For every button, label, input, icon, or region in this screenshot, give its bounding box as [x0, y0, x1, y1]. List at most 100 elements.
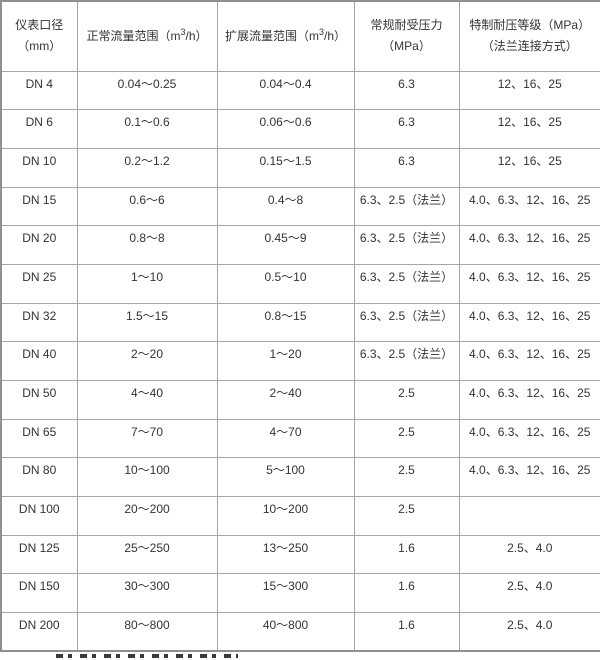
value-cell: 2～20 — [76, 341, 218, 381]
value-cell: 40～800 — [216, 612, 355, 652]
diameter-cell: DN 125 — [0, 534, 78, 575]
value-cell: 4.0、6.3、12、16、25 — [458, 341, 600, 381]
value-cell: 1.6 — [353, 573, 460, 614]
value-cell: 25～250 — [76, 534, 218, 575]
value-cell: 4.0、6.3、12、16、25 — [458, 457, 600, 498]
col-header-standard-pressure: 常规耐受压力（MPa） — [353, 0, 460, 72]
table-row: DN 80 10～100 5～100 2.5 4.0、6.3、12、16、25 — [0, 457, 600, 498]
table-row: DN 150 30～300 15～300 1.6 2.5、4.0 — [0, 573, 600, 614]
diameter-cell: DN 4 — [0, 70, 78, 111]
value-cell: 0.04～0.4 — [216, 70, 355, 111]
value-cell: 80～800 — [76, 612, 218, 652]
table-header: 仪表口径（mm） 正常流量范围（m3/h） 扩展流量范围（m3/h） 常规耐受压… — [0, 0, 600, 72]
value-cell: 1.6 — [353, 612, 460, 652]
value-cell: 0.04～0.25 — [76, 70, 218, 111]
value-cell: 6.3 — [353, 109, 460, 149]
header-text: 正常流量范围（m — [86, 28, 181, 43]
value-cell: 2～40 — [216, 380, 355, 420]
value-cell: 4.0、6.3、12、16、25 — [458, 380, 600, 420]
table-row: DN 20 0.8～8 0.45～9 6.3、2.5（法兰） 4.0、6.3、12、16… — [0, 225, 600, 265]
value-cell: 2.5、4.0 — [458, 612, 600, 652]
table-row: DN 65 7～70 4～70 2.5 4.0、6.3、12、16、25 — [0, 418, 600, 459]
header-row: 仪表口径（mm） 正常流量范围（m3/h） 扩展流量范围（m3/h） 常规耐受压… — [0, 0, 600, 72]
table-row: DN 50 4～40 2～40 2.5 4.0、6.3、12、16、25 — [0, 380, 600, 420]
value-cell: 1.6 — [353, 534, 460, 575]
diameter-cell: DN 80 — [0, 457, 78, 498]
diameter-cell: DN 6 — [0, 109, 78, 149]
value-cell: 0.4～8 — [216, 186, 355, 227]
value-cell: 7～70 — [76, 418, 218, 459]
header-text: 扩展流量范围（m — [224, 28, 319, 43]
value-cell: 4.0、6.3、12、16、25 — [458, 263, 600, 304]
value-cell: 0.15～1.5 — [216, 147, 355, 188]
value-cell: 6.3、2.5（法兰） — [353, 225, 460, 265]
value-cell: 6.3、2.5（法兰） — [353, 341, 460, 381]
diameter-cell: DN 200 — [0, 612, 78, 652]
value-cell: 4.0、6.3、12、16、25 — [458, 225, 600, 265]
table-row: DN 200 80～800 40～800 1.6 2.5、4.0 — [0, 612, 600, 652]
table-row: DN 40 2～20 1～20 6.3、2.5（法兰） 4.0、6.3、12、16、25 — [0, 341, 600, 381]
diameter-cell: DN 100 — [0, 496, 78, 536]
table-row: DN 10 0.2～1.2 0.15～1.5 6.3 12、16、25 — [0, 147, 600, 188]
diameter-cell: DN 150 — [0, 573, 78, 614]
value-cell: 2.5 — [353, 496, 460, 536]
diameter-cell: DN 32 — [0, 302, 78, 343]
diameter-cell: DN 65 — [0, 418, 78, 459]
col-header-special-pressure-grade: 特制耐压等级（MPa）（法兰连接方式） — [458, 0, 600, 72]
value-cell: 0.5～10 — [216, 263, 355, 304]
table-row: DN 32 1.5～15 0.8～15 6.3、2.5（法兰） 4.0、6.3、12、1… — [0, 302, 600, 343]
value-cell: 4.0、6.3、12、16、25 — [458, 302, 600, 343]
col-header-extended-flow-range: 扩展流量范围（m3/h） — [216, 0, 355, 72]
value-cell — [458, 496, 600, 536]
value-cell: 2.5 — [353, 418, 460, 459]
value-cell: 1～20 — [216, 341, 355, 381]
value-cell: 6.3 — [353, 147, 460, 188]
value-cell: 1～10 — [76, 263, 218, 304]
header-text: /h） — [185, 28, 208, 43]
diameter-cell: DN 15 — [0, 186, 78, 227]
value-cell: 0.8～15 — [216, 302, 355, 343]
table-row: DN 6 0.1～0.6 0.06～0.6 6.3 12、16、25 — [0, 109, 600, 149]
value-cell: 0.1～0.6 — [76, 109, 218, 149]
value-cell: 0.2～1.2 — [76, 147, 218, 188]
diameter-cell: DN 50 — [0, 380, 78, 420]
value-cell: 0.06～0.6 — [216, 109, 355, 149]
value-cell: 0.6～6 — [76, 186, 218, 227]
table-row: DN 25 1～10 0.5～10 6.3、2.5（法兰） 4.0、6.3、12、16、… — [0, 263, 600, 304]
col-header-diameter: 仪表口径（mm） — [0, 0, 78, 72]
table-row: DN 15 0.6～6 0.4～8 6.3、2.5（法兰） 4.0、6.3、12、16、… — [0, 186, 600, 227]
value-cell: 6.3、2.5（法兰） — [353, 302, 460, 343]
value-cell: 0.45～9 — [216, 225, 355, 265]
table-row: DN 100 20～200 10～200 2.5 — [0, 496, 600, 536]
table-row: DN 4 0.04～0.25 0.04～0.4 6.3 12、16、25 — [0, 70, 600, 111]
value-cell: 0.8～8 — [76, 225, 218, 265]
value-cell: 2.5 — [353, 380, 460, 420]
header-text: /h） — [324, 28, 347, 43]
diameter-cell: DN 40 — [0, 341, 78, 381]
diameter-cell: DN 25 — [0, 263, 78, 304]
value-cell: 4.0、6.3、12、16、25 — [458, 418, 600, 459]
value-cell: 12、16、25 — [458, 70, 600, 111]
value-cell: 10～100 — [76, 457, 218, 498]
value-cell: 12、16、25 — [458, 147, 600, 188]
value-cell: 4～40 — [76, 380, 218, 420]
value-cell: 6.3、2.5（法兰） — [353, 263, 460, 304]
value-cell: 2.5 — [353, 457, 460, 498]
value-cell: 13～250 — [216, 534, 355, 575]
table-row: DN 125 25～250 13～250 1.6 2.5、4.0 — [0, 534, 600, 575]
value-cell: 15～300 — [216, 573, 355, 614]
value-cell: 6.3 — [353, 70, 460, 111]
diameter-cell: DN 20 — [0, 225, 78, 265]
value-cell: 6.3、2.5（法兰） — [353, 186, 460, 227]
col-header-normal-flow-range: 正常流量范围（m3/h） — [76, 0, 218, 72]
value-cell: 1.5～15 — [76, 302, 218, 343]
value-cell: 12、16、25 — [458, 109, 600, 149]
value-cell: 2.5、4.0 — [458, 534, 600, 575]
superscript-3: 3 — [318, 26, 324, 37]
superscript-3: 3 — [180, 26, 186, 37]
value-cell: 10～200 — [216, 496, 355, 536]
value-cell: 5～100 — [216, 457, 355, 498]
value-cell: 30～300 — [76, 573, 218, 614]
diameter-cell: DN 10 — [0, 147, 78, 188]
